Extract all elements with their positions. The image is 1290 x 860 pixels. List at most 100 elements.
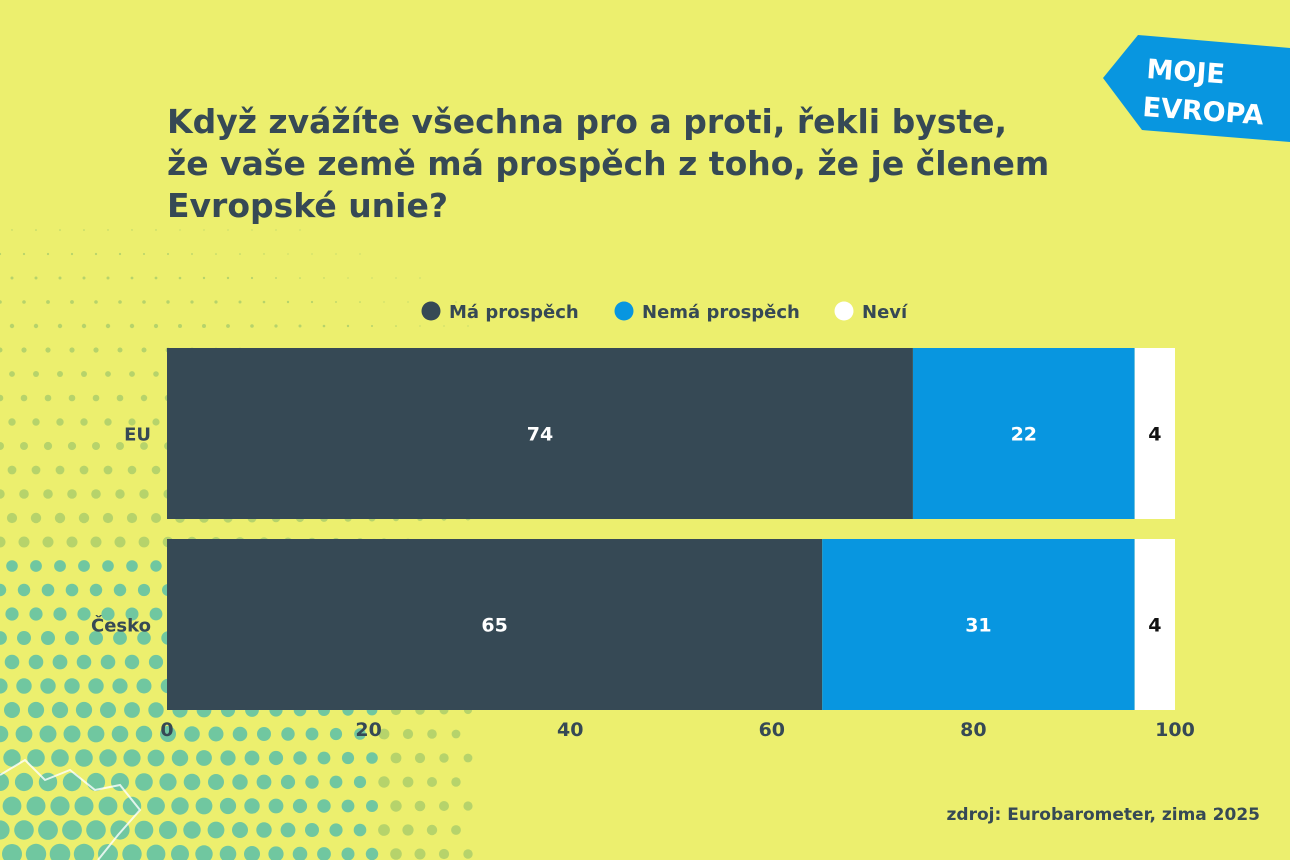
halftone-dot (44, 394, 52, 402)
halftone-dot (427, 777, 437, 787)
halftone-dot (208, 774, 224, 790)
halftone-dot (402, 728, 414, 740)
halftone-dot (402, 776, 414, 788)
halftone-dot (341, 847, 355, 860)
halftone-dot (402, 824, 414, 836)
halftone-dot (275, 277, 277, 279)
halftone-dot (178, 276, 182, 280)
halftone-dot (451, 777, 461, 787)
halftone-dot (292, 846, 308, 860)
halftone-dot (39, 725, 57, 743)
halftone-dot (151, 465, 161, 475)
halftone-dot (0, 536, 6, 548)
halftone-dot (29, 607, 43, 621)
halftone-dot (293, 751, 307, 765)
x-tick-label: 100 (1155, 719, 1195, 741)
halftone-dot (317, 799, 331, 813)
data-label: 65 (481, 615, 507, 637)
halftone-dot (78, 560, 90, 572)
halftone-dot (75, 749, 93, 767)
moje-evropa-logo: MOJE EVROPA (1103, 35, 1290, 142)
halftone-dot (463, 849, 473, 859)
halftone-dot (439, 753, 449, 763)
data-label: 4 (1148, 615, 1161, 637)
halftone-dot (244, 846, 260, 860)
halftone-dot (22, 300, 26, 304)
halftone-dot (35, 229, 37, 231)
bar-segment (912, 348, 1135, 519)
halftone-dot (73, 843, 95, 860)
halftone-dot (341, 751, 355, 765)
x-tick-label: 40 (557, 719, 583, 741)
halftone-dot (263, 253, 265, 255)
halftone-dot (208, 726, 224, 742)
halftone-dot (135, 725, 153, 743)
x-tick-label: 20 (355, 719, 381, 741)
halftone-dot (195, 797, 213, 815)
halftone-dot (16, 678, 32, 694)
halftone-dot (463, 801, 473, 811)
halftone-dot (166, 300, 170, 304)
halftone-dot (143, 253, 145, 255)
halftone-dot (130, 276, 134, 280)
halftone-dot (79, 465, 89, 475)
halftone-dot (66, 536, 78, 548)
halftone-dot (341, 799, 355, 813)
halftone-dot (311, 253, 313, 255)
halftone-dot (58, 276, 62, 280)
legend-marker (421, 301, 441, 321)
halftone-dot (142, 300, 146, 304)
halftone-dot (7, 465, 17, 475)
legend-label: Má prospěch (449, 302, 579, 323)
halftone-dot (113, 631, 127, 645)
x-axis: 0 20 40 60 80 100 (160, 719, 1194, 741)
halftone-dot (298, 324, 302, 328)
halftone-dot (262, 300, 266, 304)
halftone-dot (70, 252, 74, 256)
halftone-dot (378, 728, 390, 740)
halftone-dot (414, 752, 426, 764)
halftone-dot (160, 726, 176, 742)
halftone-dot (256, 774, 272, 790)
halftone-dot (305, 727, 319, 741)
halftone-dot (232, 726, 248, 742)
halftone-dot (42, 536, 54, 548)
halftone-dot (310, 300, 314, 304)
halftone-dot (128, 418, 136, 426)
halftone-dot (214, 300, 218, 304)
halftone-dot (2, 796, 22, 816)
x-tick-label: 0 (160, 719, 173, 741)
halftone-dot (451, 825, 461, 835)
halftone-dot (359, 253, 361, 255)
halftone-dot (220, 750, 236, 766)
x-tick-label: 60 (759, 719, 785, 741)
halftone-dot (427, 729, 437, 739)
halftone-dot (280, 822, 296, 838)
halftone-dot (137, 583, 151, 597)
halftone-dot (167, 253, 169, 255)
halftone-dot (40, 678, 56, 694)
chart-legend: Má prospěch Nemá prospěch Neví (421, 301, 908, 323)
halftone-dot (129, 323, 135, 329)
halftone-dot (329, 823, 343, 837)
halftone-dot (141, 347, 147, 353)
halftone-dot (346, 324, 350, 328)
halftone-dot (82, 276, 86, 280)
halftone-dot (239, 253, 241, 255)
data-label: 4 (1148, 424, 1161, 446)
halftone-dot (54, 512, 66, 524)
halftone-dot (414, 800, 426, 812)
halftone-dot (69, 347, 75, 353)
halftone-dot (46, 252, 50, 256)
halftone-dot (0, 394, 4, 402)
halftone-dot (151, 513, 161, 523)
halftone-dot (99, 749, 117, 767)
halftone-dot (94, 252, 98, 256)
halftone-dot (57, 371, 63, 377)
halftone-dot (51, 749, 69, 767)
halftone-dot (140, 442, 148, 450)
page-title: Když zvážíte všechna pro a proti, řekli … (167, 101, 1127, 227)
halftone-dot (292, 798, 308, 814)
halftone-dot (20, 442, 28, 450)
halftone-dot (299, 277, 301, 279)
